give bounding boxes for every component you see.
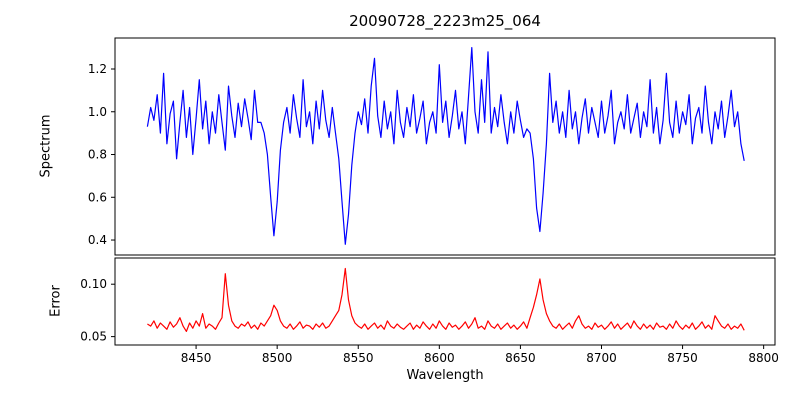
y-tick-label: 0.8 xyxy=(88,148,107,162)
x-tick-label: 8500 xyxy=(262,351,293,365)
y-tick-label: 0.4 xyxy=(88,233,107,247)
x-axis-label: Wavelength xyxy=(406,368,484,383)
axes-frame xyxy=(114,37,776,256)
y-tick-label: 1.2 xyxy=(88,62,107,76)
x-tick-label: 8700 xyxy=(586,351,617,365)
error-line xyxy=(147,267,745,332)
x-tick-label: 8450 xyxy=(181,351,212,365)
y-tick-label: 0.05 xyxy=(80,330,107,344)
x-tick-label: 8750 xyxy=(667,351,698,365)
axes-frame xyxy=(114,257,776,346)
y-tick-label: 1.0 xyxy=(88,105,107,119)
x-tick-label: 8600 xyxy=(424,351,455,365)
y-tick-label: 0.10 xyxy=(80,277,107,291)
y-tick-label: 0.6 xyxy=(88,190,107,204)
x-tick-label: 8650 xyxy=(505,351,536,365)
spectrum-line xyxy=(146,46,745,245)
x-tick-label: 8550 xyxy=(343,351,374,365)
chart-title: 20090728_2223m25_064 xyxy=(349,12,541,30)
x-tick-label: 8800 xyxy=(748,351,779,365)
